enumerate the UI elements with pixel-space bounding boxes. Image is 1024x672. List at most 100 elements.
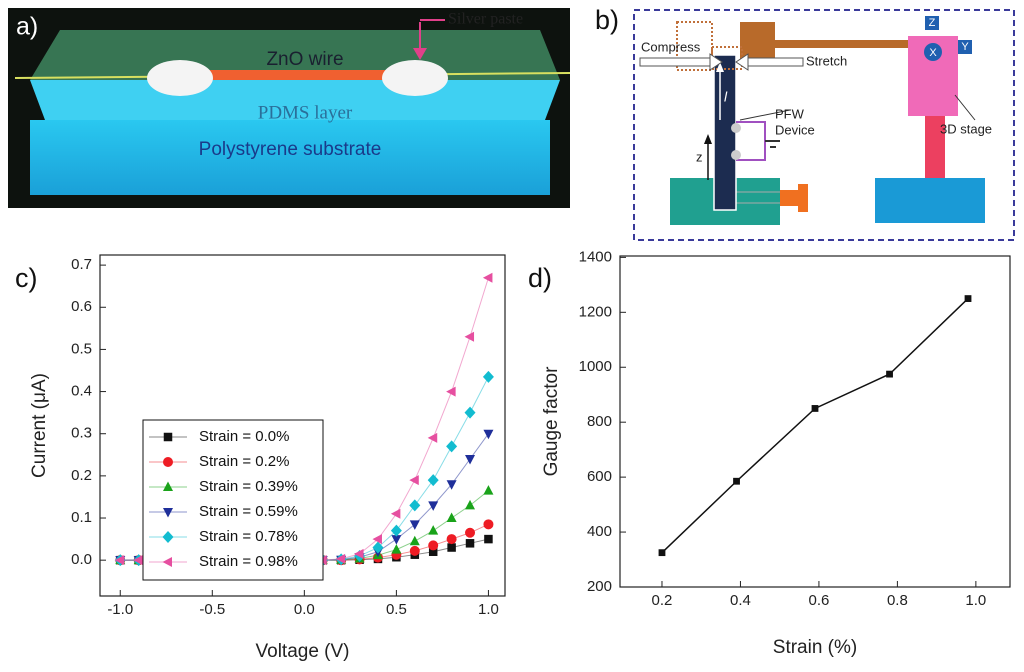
marker bbox=[483, 519, 494, 530]
silver-paste-right bbox=[382, 60, 448, 96]
marker bbox=[428, 525, 439, 535]
x-tick-label: 0.4 bbox=[730, 592, 751, 609]
marker bbox=[409, 499, 421, 512]
marker bbox=[465, 527, 476, 538]
legend-label: Strain = 0.78% bbox=[199, 528, 298, 545]
pfw-device bbox=[713, 54, 737, 211]
marker bbox=[811, 405, 819, 412]
arm bbox=[775, 40, 910, 48]
series-line bbox=[661, 298, 969, 554]
x-tick-label: 0.8 bbox=[887, 592, 908, 609]
y-tick-label: 1400 bbox=[579, 248, 612, 265]
stage-base bbox=[875, 178, 985, 223]
label: 3D stage bbox=[940, 121, 992, 136]
y-tick-label: 0.2 bbox=[71, 467, 92, 484]
compress-arrow bbox=[639, 57, 711, 67]
stretch-arrow bbox=[747, 57, 804, 67]
label: Stretch bbox=[806, 53, 847, 68]
y-tick-label: 0.7 bbox=[71, 256, 92, 273]
marker bbox=[465, 499, 476, 510]
marker bbox=[964, 295, 972, 302]
marker bbox=[465, 539, 475, 548]
y-tick-label: 600 bbox=[587, 468, 612, 485]
marker bbox=[335, 553, 346, 564]
axis-icon bbox=[924, 43, 942, 61]
marker bbox=[446, 512, 457, 523]
x-tick-label: -1.0 bbox=[107, 601, 133, 618]
legend-label: Strain = 0.2% bbox=[199, 453, 289, 470]
panel-b: b) Z X Y Compress St bbox=[595, 5, 1015, 241]
label: l bbox=[724, 89, 728, 105]
x-tick-label: 0.2 bbox=[652, 592, 673, 609]
y-tick-label: 400 bbox=[587, 523, 612, 540]
legend-marker bbox=[163, 432, 173, 442]
zno-wire bbox=[195, 70, 395, 80]
label: z bbox=[696, 149, 703, 164]
marker bbox=[886, 370, 893, 378]
y-tick-label: 0.3 bbox=[71, 425, 92, 442]
marker bbox=[409, 520, 420, 530]
marker bbox=[482, 272, 493, 283]
arrow-head bbox=[735, 53, 749, 71]
marker bbox=[409, 535, 420, 546]
arrow-head bbox=[716, 62, 724, 72]
legend-marker bbox=[163, 508, 173, 518]
contact bbox=[731, 150, 741, 160]
marker bbox=[372, 541, 384, 554]
compress-box bbox=[676, 21, 713, 71]
frame bbox=[633, 9, 1015, 241]
arrow-head bbox=[413, 48, 427, 60]
y-tick-label: 0.1 bbox=[71, 509, 92, 526]
x-tick-label: 0.5 bbox=[386, 601, 407, 618]
connector bbox=[798, 184, 808, 212]
legend-label: Strain = 0.59% bbox=[199, 503, 298, 520]
axis-label: X bbox=[929, 47, 937, 59]
marker bbox=[390, 508, 401, 519]
marker bbox=[482, 370, 494, 383]
label: PFW bbox=[775, 106, 805, 121]
y-tick-label: 1200 bbox=[579, 303, 612, 320]
marker bbox=[446, 534, 457, 545]
legend-box bbox=[142, 419, 324, 581]
label: Device bbox=[775, 122, 815, 137]
marker bbox=[484, 534, 493, 544]
y-tick-label: 200 bbox=[587, 578, 612, 595]
x-tick-label: 0.6 bbox=[808, 592, 829, 609]
y-tick-label: 0.6 bbox=[71, 298, 92, 315]
x-tick-label: 1.0 bbox=[478, 601, 499, 618]
marker bbox=[391, 535, 402, 545]
panel-a: a) Silver paste ZnO wire PDMS layer Poly… bbox=[8, 8, 571, 208]
plot-frame bbox=[619, 255, 1011, 588]
marker bbox=[446, 480, 457, 490]
marker bbox=[372, 534, 382, 545]
marker bbox=[483, 429, 494, 440]
marker bbox=[428, 501, 439, 511]
y-tick-label: 1000 bbox=[579, 358, 612, 375]
axis-label: Y bbox=[961, 41, 969, 53]
marker bbox=[427, 474, 439, 487]
y-axis-label: Current (μA) bbox=[29, 373, 50, 478]
pointer bbox=[954, 94, 976, 121]
arrow-head bbox=[709, 53, 723, 71]
marker bbox=[464, 406, 476, 419]
marker bbox=[446, 386, 456, 397]
axis-icon bbox=[958, 40, 972, 54]
marker bbox=[428, 547, 438, 556]
marker bbox=[390, 524, 402, 537]
stage-column bbox=[925, 116, 945, 178]
panel-label: c) bbox=[15, 263, 38, 293]
y-tick-label: 0.0 bbox=[71, 551, 92, 568]
x-tick-label: -0.5 bbox=[199, 601, 225, 618]
marker bbox=[446, 440, 458, 453]
marker bbox=[483, 485, 494, 495]
y-tick-label: 800 bbox=[587, 413, 612, 430]
y-tick-label: 0.5 bbox=[71, 340, 92, 357]
marker bbox=[658, 549, 666, 557]
marker bbox=[427, 432, 438, 443]
label: Compress bbox=[641, 39, 701, 54]
marker bbox=[354, 548, 364, 559]
legend-marker bbox=[162, 531, 174, 543]
axis-label: Z bbox=[929, 17, 936, 29]
connector bbox=[780, 190, 798, 206]
plot-frame bbox=[99, 254, 506, 597]
